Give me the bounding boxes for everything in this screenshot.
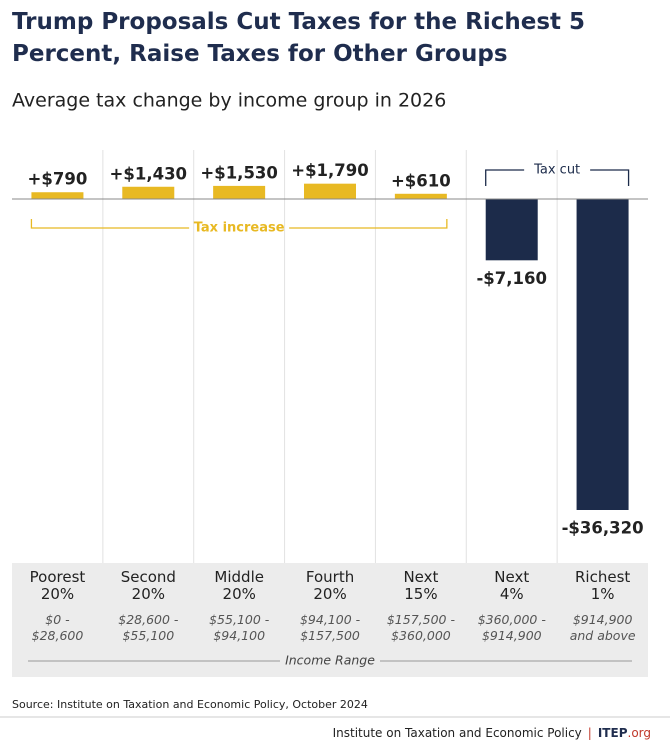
- value-label: +$1,530: [200, 163, 278, 182]
- x-tick-label: Next 15%: [403, 568, 439, 603]
- x-tick-label: Middle 20%: [214, 568, 264, 603]
- footer-logo: ITEP: [598, 726, 628, 740]
- chart-subtitle: Average tax change by income group in 20…: [12, 90, 446, 112]
- bar: [576, 199, 629, 510]
- income-range: $94,100 - $157,500: [299, 612, 361, 643]
- x-tick-label: Second 20%: [120, 568, 176, 603]
- income-range: $914,900 and above: [569, 612, 636, 643]
- bar: [304, 183, 356, 199]
- bar: [122, 186, 175, 199]
- footer-divider: |: [588, 726, 592, 740]
- value-label: +$1,790: [291, 161, 369, 180]
- x-axis-label: Income Range: [285, 653, 375, 668]
- annotation: Tax cut: [533, 163, 580, 178]
- income-range: $55,100 - $94,100: [209, 612, 270, 643]
- bracket: [485, 169, 630, 186]
- value-label: +$610: [391, 171, 451, 190]
- category-panel: [12, 563, 648, 677]
- bracket: [30, 219, 448, 229]
- value-label: +$1,430: [110, 164, 188, 183]
- x-tick-label: Fourth 20%: [305, 568, 355, 603]
- x-tick-label: Poorest 20%: [29, 568, 86, 603]
- x-tick-label: Next 4%: [494, 568, 530, 603]
- value-label: -$36,320: [562, 519, 644, 538]
- bar: [213, 185, 266, 199]
- footer: Institute on Taxation and Economic Polic…: [333, 726, 651, 740]
- income-range: $157,500 - $360,000: [386, 612, 455, 643]
- value-label: -$7,160: [476, 269, 547, 288]
- bar: [31, 192, 84, 199]
- income-range: $0 - $28,600: [31, 612, 84, 643]
- annotation: Tax increase: [194, 221, 285, 236]
- value-label: +$790: [28, 170, 88, 189]
- footer-org: Institute on Taxation and Economic Polic…: [333, 726, 582, 740]
- x-tick-label: Richest 1%: [575, 568, 631, 603]
- income-range: $360,000 - $914,900: [477, 612, 546, 643]
- bar: [485, 199, 538, 261]
- source: Source: Institute on Taxation and Econom…: [12, 698, 368, 711]
- chart-title: Trump Proposals Cut Taxes for the Riches…: [12, 9, 585, 67]
- income-range: $28,600 - $55,100: [118, 612, 179, 643]
- footer-logo-suffix: .org: [628, 726, 652, 740]
- bar: [394, 193, 447, 199]
